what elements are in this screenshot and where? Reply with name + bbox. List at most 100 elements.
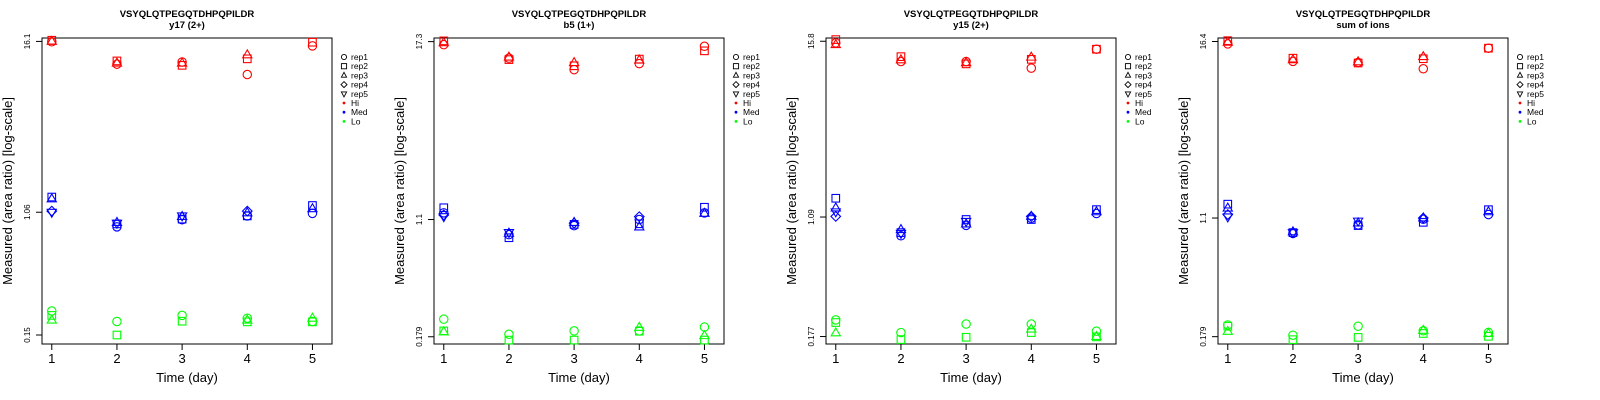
chart-subtitle: b5 (1+) (564, 20, 595, 31)
x-tick-label: 2 (897, 351, 904, 366)
data-point-rep4 (1417, 212, 1429, 224)
triangle-down-icon (340, 91, 348, 98)
legend-item-hi: Hi (1126, 98, 1143, 108)
data-point-rep1 (961, 319, 971, 329)
data-point-rep5 (895, 229, 907, 240)
data-point-rep3 (1222, 202, 1234, 212)
series-lo (1222, 320, 1495, 345)
data-point-rep3 (1417, 50, 1429, 61)
triangle-down-icon (1124, 91, 1132, 98)
data-point-rep1 (439, 314, 449, 324)
data-point-rep3 (46, 35, 58, 45)
data-point-rep3 (438, 325, 450, 336)
data-point-rep1 (307, 208, 318, 219)
chart-title: VSYQLQTPEGQTDHPQPILDR (904, 9, 1039, 20)
legend-item-hi: Hi (342, 98, 359, 108)
data-point-rep2 (634, 326, 644, 336)
data-point-rep3 (306, 202, 319, 213)
data-point-rep1 (634, 58, 645, 69)
data-point-rep3 (830, 38, 842, 49)
x-axis-label: Time (day) (1332, 370, 1394, 385)
legend-label: Med (743, 107, 760, 117)
y-tick-label: 1.1 (1199, 212, 1208, 224)
chart-title: VSYQLQTPEGQTDHPQPILDR (512, 9, 647, 20)
color-dot-icon (734, 110, 738, 114)
diamond-icon (1124, 80, 1132, 89)
legend-item-rep2: rep2 (1124, 61, 1152, 71)
data-point-rep3 (633, 220, 645, 231)
series-lo (830, 315, 1103, 344)
legend-item-rep2: rep2 (340, 61, 368, 71)
color-dot-icon (1518, 101, 1522, 105)
data-point-rep3 (1482, 327, 1495, 337)
square-icon (1124, 63, 1132, 70)
data-point-rep1 (896, 56, 906, 67)
chart-title: VSYQLQTPEGQTDHPQPILDR (120, 9, 255, 20)
data-point-rep5 (1222, 213, 1234, 223)
series-med (1222, 199, 1495, 239)
data-point-rep5 (503, 228, 515, 239)
data-point-rep4 (1222, 208, 1234, 221)
y-tick-label: 1.1 (415, 213, 424, 225)
data-point-rep2 (47, 311, 57, 320)
data-point-rep2 (504, 233, 514, 243)
legend-label: Lo (1135, 116, 1145, 126)
data-point-rep3 (1482, 205, 1495, 216)
data-point-rep2 (1484, 43, 1493, 53)
x-axis-label: Time (day) (940, 370, 1002, 385)
data-point-rep1 (1223, 39, 1233, 49)
data-point-rep3 (633, 53, 645, 64)
data-point-rep2 (961, 332, 971, 342)
legend-item-rep4: rep4 (340, 80, 368, 90)
data-point-rep1 (896, 327, 906, 338)
legend-label: rep3 (1527, 70, 1544, 80)
legend-label: Hi (1527, 98, 1535, 108)
data-point-rep2 (831, 318, 841, 327)
triangle-down-icon (1516, 91, 1524, 98)
legend-label: rep5 (743, 89, 760, 99)
data-point-rep3 (176, 56, 188, 67)
color-dot-icon (1126, 101, 1130, 105)
legend-item-hi: Hi (1518, 98, 1535, 108)
legend-item-rep1: rep1 (1516, 52, 1544, 62)
data-point-rep1 (112, 316, 122, 327)
legend-label: rep3 (1135, 70, 1152, 80)
legend-item-rep5: rep5 (1516, 89, 1544, 99)
data-point-rep2 (308, 37, 317, 47)
triangle-up-icon (732, 71, 740, 78)
x-tick-label: 2 (1289, 351, 1296, 366)
data-point-rep3 (568, 56, 580, 67)
x-tick-label: 1 (1224, 351, 1231, 366)
data-point-rep3 (46, 314, 58, 324)
data-point-rep3 (241, 48, 253, 59)
legend-label: rep4 (1135, 80, 1152, 90)
y-tick-label: 17.3 (415, 33, 424, 49)
data-point-rep5 (1287, 229, 1299, 239)
legend-label: Hi (1135, 98, 1143, 108)
legend-item-lo: Lo (342, 116, 361, 126)
legend-item-rep2: rep2 (1516, 61, 1544, 71)
legend-item-med: Med (1126, 107, 1152, 117)
legend-label: rep4 (351, 80, 368, 90)
color-dot-icon (734, 120, 738, 123)
circle-icon (1516, 53, 1524, 61)
data-point-rep2 (700, 46, 709, 56)
chart-subtitle: y17 (2+) (169, 20, 205, 31)
legend-label: rep2 (351, 61, 368, 71)
x-tick-label: 2 (505, 351, 512, 366)
data-point-rep4 (830, 210, 842, 223)
legend-item-rep1: rep1 (732, 52, 760, 62)
legend-label: Lo (1527, 116, 1537, 126)
series-hi (46, 35, 318, 80)
data-point-rep2 (831, 193, 841, 203)
legend-label: Hi (743, 98, 751, 108)
circle-icon (340, 53, 348, 61)
data-point-rep3 (111, 56, 123, 67)
data-point-rep2 (177, 316, 187, 326)
series-med (438, 202, 711, 243)
data-point-rep3 (503, 227, 515, 237)
data-point-rep1 (504, 329, 514, 340)
data-point-rep2 (896, 52, 906, 61)
diamond-icon (732, 80, 740, 89)
